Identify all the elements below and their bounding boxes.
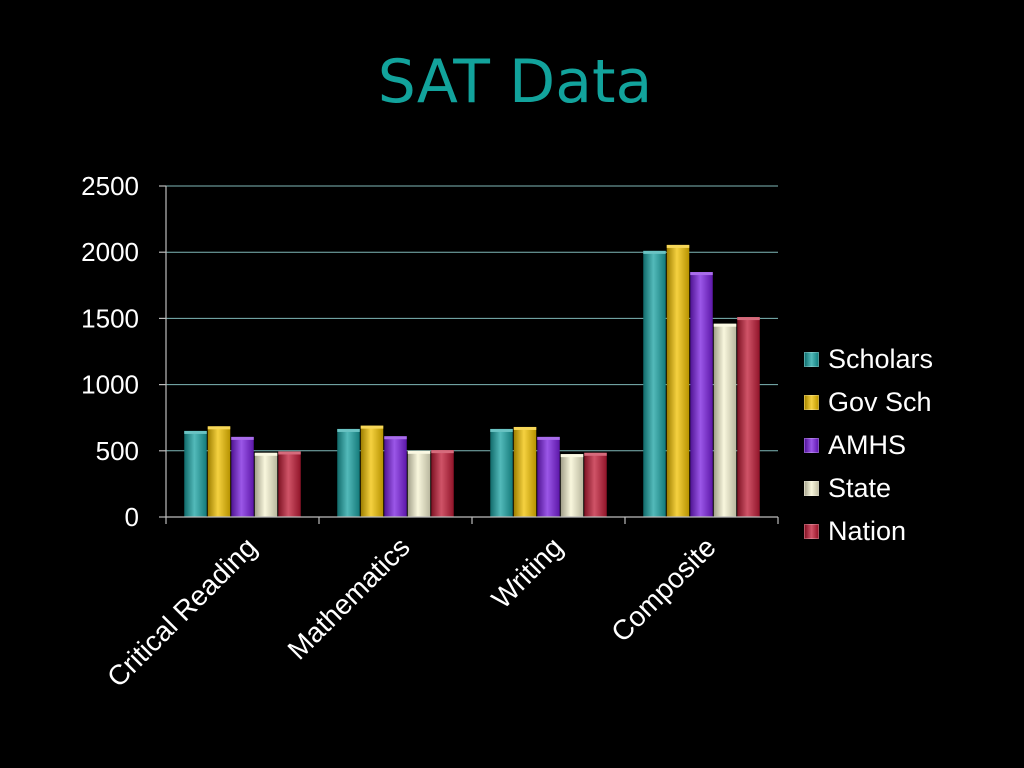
bar-scholars-writing — [490, 428, 513, 517]
legend-swatch — [804, 481, 819, 496]
bar-cap — [407, 450, 431, 454]
x-category-label: Writing — [486, 531, 569, 614]
bar-amhs-composite — [690, 272, 713, 517]
bar-cap — [207, 426, 231, 430]
bar-gov-sch-critical-reading — [207, 426, 231, 517]
bar-state-critical-reading — [254, 452, 278, 517]
y-tick-label: 2500 — [81, 171, 139, 201]
bar-cap — [384, 436, 407, 440]
legend-label: Gov Sch — [828, 387, 932, 417]
y-tick-label: 2000 — [81, 237, 139, 267]
bar-scholars-composite — [643, 250, 666, 517]
bar-cap — [666, 244, 690, 248]
bar-cap — [513, 426, 537, 430]
legend-label: State — [828, 473, 892, 503]
legend-item-scholars: Scholars — [804, 338, 933, 381]
bar-scholars-mathematics — [337, 428, 360, 517]
y-tick-label: 0 — [125, 502, 139, 532]
legend-swatch — [804, 438, 819, 453]
bar-nation-writing — [584, 452, 607, 517]
bar-gov-sch-mathematics — [360, 425, 384, 517]
legend-swatch — [804, 352, 819, 367]
bar-nation-composite — [737, 317, 760, 517]
bar-gov-sch-composite — [666, 244, 690, 517]
bar-gov-sch-writing — [513, 426, 537, 517]
bar-cap — [643, 250, 666, 254]
legend-item-nation: Nation — [804, 510, 933, 553]
bar-cap — [560, 454, 584, 458]
bar-amhs-critical-reading — [231, 436, 254, 517]
legend: Scholars Gov Sch AMHS State Nation — [804, 338, 933, 553]
legend-label: Nation — [828, 516, 907, 546]
legend-swatch — [804, 395, 819, 410]
bar-state-composite — [713, 323, 737, 517]
bar-state-writing — [560, 454, 584, 517]
x-category-label: Critical Reading — [101, 531, 263, 693]
legend-item-state: State — [804, 467, 933, 510]
bar-cap — [490, 428, 513, 432]
bar-cap — [254, 452, 278, 456]
bar-cap — [431, 450, 454, 454]
legend-item-amhs: AMHS — [804, 424, 933, 467]
bar-nation-mathematics — [431, 450, 454, 517]
bar-cap — [690, 272, 713, 276]
legend-item-gov-sch: Gov Sch — [804, 381, 933, 424]
bar-cap — [537, 436, 560, 440]
bar-cap — [360, 425, 384, 429]
legend-swatch — [804, 524, 819, 539]
chart-title: SAT Data — [377, 47, 653, 117]
bar-amhs-writing — [537, 436, 560, 517]
bar-cap — [584, 452, 607, 456]
y-tick-label: 1500 — [81, 303, 139, 333]
y-tick-label: 1000 — [81, 370, 139, 400]
legend-label: AMHS — [828, 430, 907, 460]
legend-label: Scholars — [828, 344, 934, 374]
bar-nation-critical-reading — [278, 451, 301, 517]
bar-cap — [737, 317, 760, 321]
bar-cap — [337, 428, 360, 432]
y-tick-label: 500 — [96, 436, 139, 466]
bar-scholars-critical-reading — [184, 430, 207, 517]
x-category-label: Mathematics — [282, 531, 416, 665]
bar-cap — [713, 323, 737, 327]
bar-cap — [231, 436, 254, 440]
x-category-label: Composite — [605, 531, 722, 648]
axes — [159, 185, 779, 524]
bars — [184, 244, 760, 517]
bar-state-mathematics — [407, 450, 431, 517]
axis-labels: 0 500 1000 1500 2000 2500 Critical Reading Math… — [81, 171, 722, 693]
bar-cap — [278, 451, 301, 455]
bar-cap — [184, 430, 207, 434]
bar-amhs-mathematics — [384, 436, 407, 517]
